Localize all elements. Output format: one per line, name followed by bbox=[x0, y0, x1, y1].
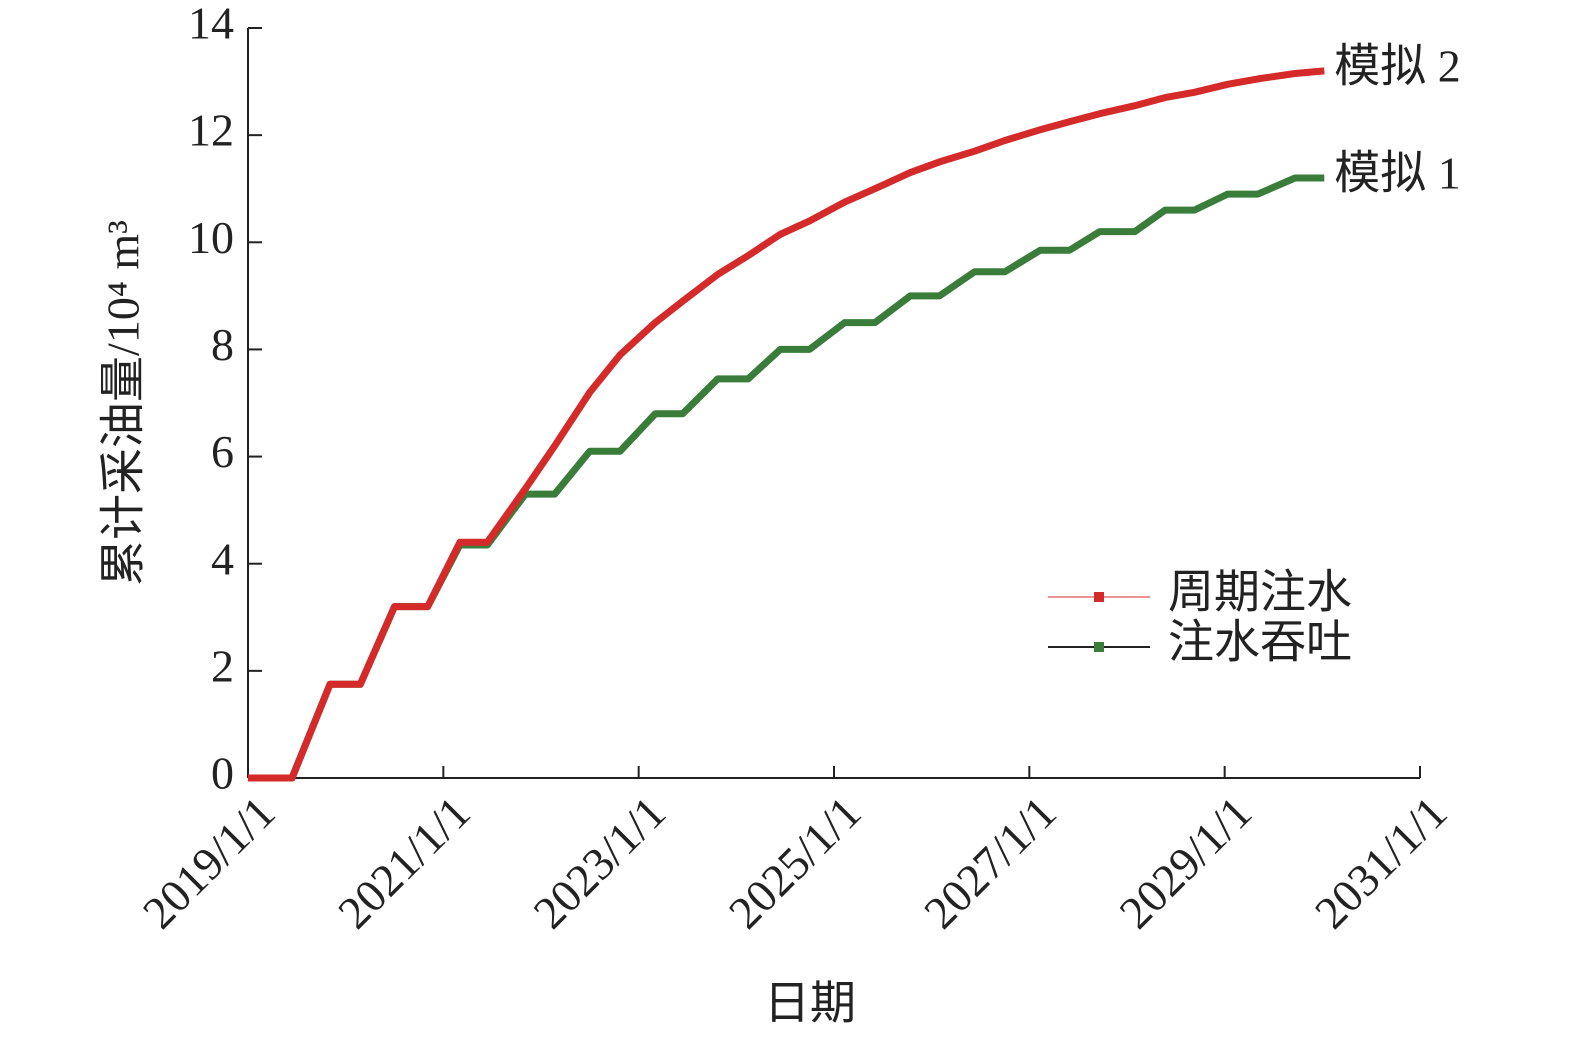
legend-marker bbox=[1094, 642, 1104, 652]
y-tick-label: 10 bbox=[188, 212, 234, 263]
y-tick-label: 14 bbox=[188, 0, 234, 49]
y-axis-label: 累计采油量/10⁴ m³ bbox=[98, 220, 149, 586]
series-line bbox=[248, 67, 1325, 782]
x-tick-label: 2023/1/1 bbox=[523, 786, 675, 938]
x-axis-label: 日期 bbox=[764, 978, 856, 1029]
x-tick-label: 2027/1/1 bbox=[914, 786, 1066, 938]
x-tick-label: 2029/1/1 bbox=[1109, 786, 1261, 938]
series-line bbox=[248, 174, 1325, 782]
legend-label: 周期注水 bbox=[1168, 567, 1352, 618]
legend-label: 注水吞吐 bbox=[1168, 617, 1352, 668]
y-tick-label: 8 bbox=[211, 319, 234, 370]
x-tick-label: 2019/1/1 bbox=[133, 786, 285, 938]
y-tick-label: 2 bbox=[211, 640, 234, 691]
y-tick-label: 6 bbox=[211, 426, 234, 477]
y-tick-label: 0 bbox=[211, 748, 234, 799]
x-tick-label: 2021/1/1 bbox=[328, 786, 480, 938]
x-tick-label: 2025/1/1 bbox=[719, 786, 871, 938]
annotation: 模拟 2 bbox=[1334, 40, 1461, 91]
x-tick-label: 2031/1/1 bbox=[1305, 786, 1457, 938]
annotation: 模拟 1 bbox=[1334, 148, 1461, 199]
legend-marker bbox=[1094, 592, 1104, 602]
y-tick-label: 4 bbox=[211, 533, 234, 584]
y-tick-label: 12 bbox=[188, 105, 234, 156]
